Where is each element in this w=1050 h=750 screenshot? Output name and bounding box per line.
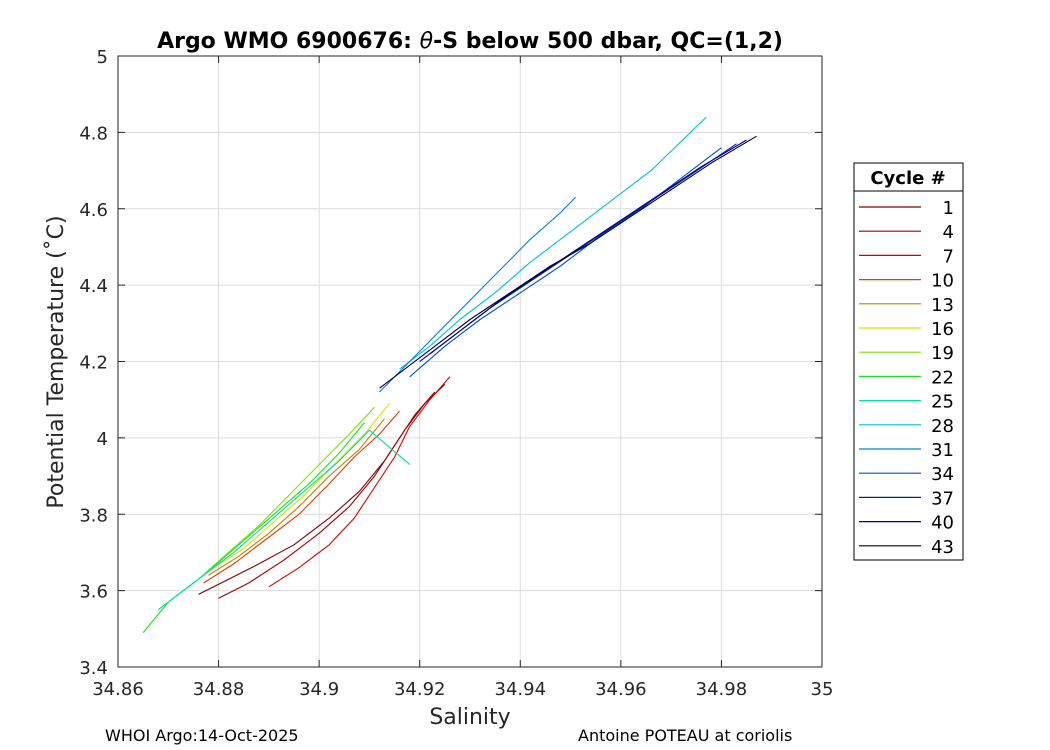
legend-label: 16 xyxy=(931,319,954,340)
series-line-cycle-34 xyxy=(409,147,722,378)
legend-label: 25 xyxy=(931,392,954,413)
footer-left: WHOI Argo:14-Oct-2025 xyxy=(105,726,299,745)
legend-entries: 1 4 7 10 13 16 19 22 25 28 31 34 37 40 43 xyxy=(859,198,954,558)
legend-label: 22 xyxy=(931,367,954,388)
series-line-cycle-22 xyxy=(142,422,365,633)
legend-label: 7 xyxy=(943,246,954,267)
y-tick-label: 4.4 xyxy=(79,276,108,297)
series-line-cycle-43 xyxy=(379,135,757,389)
legend-label: 13 xyxy=(931,295,954,316)
y-tick-label: 4 xyxy=(97,429,108,450)
series-line-cycle-16 xyxy=(213,403,390,569)
legend-label: 1 xyxy=(943,198,954,219)
legend-label: 40 xyxy=(931,513,954,534)
y-axis-label: Potential Temperature (˚C) xyxy=(44,215,69,508)
series-line-cycle-1 xyxy=(198,384,446,595)
y-tick-label: 3.4 xyxy=(79,658,108,679)
x-tick-label: 34.98 xyxy=(696,679,748,700)
x-tick-label: 34.96 xyxy=(595,679,647,700)
y-tick-label: 4.6 xyxy=(79,200,108,221)
series-line-cycle-10 xyxy=(203,410,401,584)
legend: Cycle # 1 4 7 10 13 16 19 22 25 28 31 34 37 40 43 xyxy=(853,162,964,561)
y-tick-label: 4.2 xyxy=(79,353,108,374)
y-tick-label: 4.8 xyxy=(79,123,108,144)
grid-lines xyxy=(117,55,823,668)
x-tick-label: 34.92 xyxy=(394,679,446,700)
chart-title: Argo WMO 6900676: θ-S below 500 dbar, QC… xyxy=(157,29,783,54)
legend-label: 28 xyxy=(931,416,954,437)
y-tick-label: 3.8 xyxy=(79,505,108,526)
series-line-cycle-19 xyxy=(198,406,375,580)
y-tick-label: 3.6 xyxy=(79,582,108,603)
x-tick-label: 34.9 xyxy=(299,679,339,700)
legend-label: 10 xyxy=(931,271,954,292)
legend-label: 31 xyxy=(931,440,954,461)
x-tick-label: 35 xyxy=(811,679,834,700)
series-line-cycle-40 xyxy=(429,139,747,355)
series-line-cycle-7 xyxy=(268,376,451,588)
legend-label: 4 xyxy=(943,222,954,243)
series-layer xyxy=(142,116,757,633)
legend-title: Cycle # xyxy=(870,168,945,189)
series-line-cycle-4 xyxy=(218,391,436,599)
x-tick-label: 34.86 xyxy=(92,679,144,700)
legend-label: 43 xyxy=(931,537,954,558)
tick-layer: 34.86 34.88 34.9 34.92 34.94 34.96 34.98 35 3.4 3… xyxy=(79,47,833,700)
x-tick-label: 34.88 xyxy=(193,679,245,700)
legend-label: 37 xyxy=(931,488,954,509)
x-axis-label: Salinity xyxy=(429,705,510,730)
series-line-cycle-31 xyxy=(379,196,576,393)
legend-label: 34 xyxy=(931,464,954,485)
legend-box xyxy=(853,162,964,561)
series-line-cycle-28 xyxy=(399,116,707,370)
footer-right: Antoine POTEAU at coriolis xyxy=(578,726,792,745)
series-line-cycle-13 xyxy=(208,418,385,576)
legend-label: 19 xyxy=(931,343,954,364)
x-tick-label: 34.94 xyxy=(495,679,547,700)
y-tick-label: 5 xyxy=(97,47,108,68)
series-line-cycle-25 xyxy=(157,429,411,611)
